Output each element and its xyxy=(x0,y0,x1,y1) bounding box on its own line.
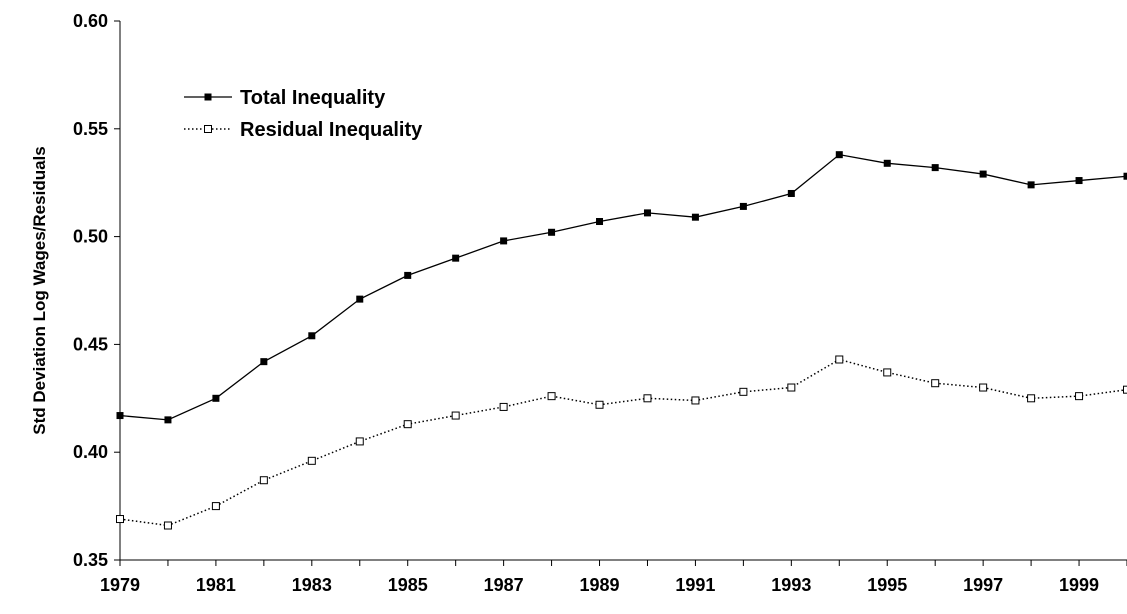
y-tick-label: 0.45 xyxy=(73,334,108,354)
series-line xyxy=(120,359,1127,525)
x-tick-label: 1987 xyxy=(484,575,524,595)
data-point xyxy=(452,412,459,419)
legend-marker xyxy=(205,94,212,101)
x-axis-ticks: 1979 1981 1983 1985 1987 1989 1991 1993 1995 1997… xyxy=(100,560,1127,595)
data-point xyxy=(404,272,411,279)
data-point xyxy=(404,421,411,428)
y-tick-label: 0.40 xyxy=(73,442,108,462)
x-tick-label: 1991 xyxy=(675,575,715,595)
data-point xyxy=(1124,173,1127,180)
data-point xyxy=(164,416,171,423)
data-point xyxy=(1076,393,1083,400)
data-point xyxy=(596,218,603,225)
data-point xyxy=(117,412,124,419)
data-point xyxy=(212,395,219,402)
data-point xyxy=(692,214,699,221)
x-tick-label: 1985 xyxy=(388,575,428,595)
data-point xyxy=(884,369,891,376)
data-point xyxy=(596,401,603,408)
data-point xyxy=(117,516,124,523)
series-line xyxy=(120,155,1127,420)
y-axis-label: Std Deviation Log Wages/Residuals xyxy=(30,146,49,434)
data-point xyxy=(308,332,315,339)
data-point xyxy=(212,503,219,510)
data-point xyxy=(836,356,843,363)
x-tick-label: 1997 xyxy=(963,575,1003,595)
legend-label: Residual Inequality xyxy=(240,119,423,141)
data-point xyxy=(500,403,507,410)
data-point xyxy=(980,171,987,178)
x-tick-label: 1993 xyxy=(771,575,811,595)
data-point xyxy=(644,395,651,402)
data-point xyxy=(1076,177,1083,184)
y-tick-label: 0.60 xyxy=(73,11,108,31)
data-point xyxy=(788,384,795,391)
series-2 xyxy=(117,356,1127,529)
data-point xyxy=(932,164,939,171)
data-point xyxy=(548,229,555,236)
data-point xyxy=(644,209,651,216)
data-point xyxy=(788,190,795,197)
y-tick-label: 0.35 xyxy=(73,550,108,570)
legend-label: Total Inequality xyxy=(240,87,386,109)
data-point xyxy=(260,358,267,365)
legend: Total Inequality Residual Inequality xyxy=(184,87,423,141)
series-layer xyxy=(117,151,1127,529)
data-point xyxy=(980,384,987,391)
data-point xyxy=(932,380,939,387)
data-point xyxy=(692,397,699,404)
data-point xyxy=(548,393,555,400)
data-point xyxy=(260,477,267,484)
legend-item: Total Inequality xyxy=(184,87,386,109)
x-tick-label: 1979 xyxy=(100,575,140,595)
x-tick-label: 1983 xyxy=(292,575,332,595)
y-axis-ticks: 0.35 0.40 0.45 0.50 0.55 0.60 xyxy=(73,11,120,570)
data-point xyxy=(356,296,363,303)
data-point xyxy=(1028,395,1035,402)
x-tick-label: 1999 xyxy=(1059,575,1099,595)
series-1 xyxy=(117,151,1127,423)
legend-item: Residual Inequality xyxy=(184,119,423,141)
data-point xyxy=(452,255,459,262)
data-point xyxy=(1124,386,1127,393)
data-point xyxy=(356,438,363,445)
y-tick-label: 0.55 xyxy=(73,119,108,139)
x-tick-label: 1989 xyxy=(580,575,620,595)
data-point xyxy=(500,237,507,244)
x-tick-label: 1995 xyxy=(867,575,907,595)
data-point xyxy=(164,522,171,529)
data-point xyxy=(308,457,315,464)
data-point xyxy=(836,151,843,158)
data-point xyxy=(740,203,747,210)
legend-marker xyxy=(205,126,212,133)
y-tick-label: 0.50 xyxy=(73,227,108,247)
data-point xyxy=(1028,181,1035,188)
x-tick-label: 1981 xyxy=(196,575,236,595)
data-point xyxy=(740,388,747,395)
data-point xyxy=(884,160,891,167)
